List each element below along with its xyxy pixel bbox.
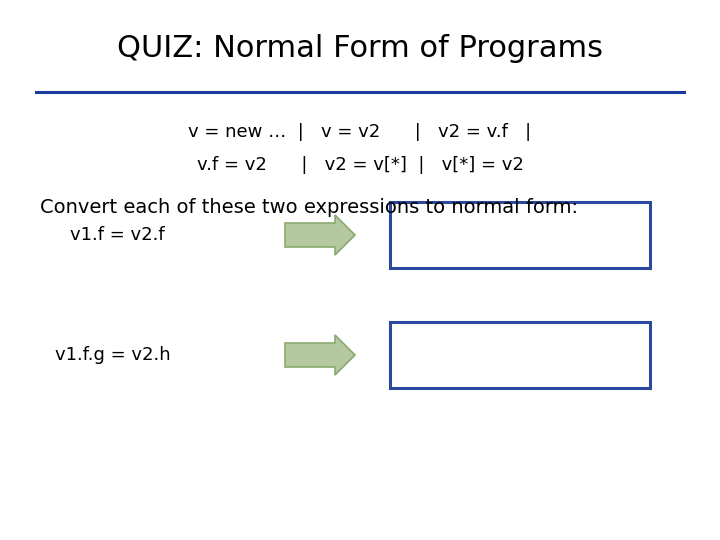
FancyArrow shape xyxy=(285,335,355,375)
FancyArrow shape xyxy=(285,215,355,255)
Text: v1.f.g = v2.h: v1.f.g = v2.h xyxy=(55,346,171,364)
Text: v.f = v2      |   v2 = v[*]  |   v[*] = v2: v.f = v2 | v2 = v[*] | v[*] = v2 xyxy=(197,156,523,174)
Text: v = new …  |   v = v2      |   v2 = v.f   |: v = new … | v = v2 | v2 = v.f | xyxy=(189,123,531,141)
Text: v1.f = v2.f: v1.f = v2.f xyxy=(70,226,165,244)
Text: QUIZ: Normal Form of Programs: QUIZ: Normal Form of Programs xyxy=(117,34,603,63)
FancyBboxPatch shape xyxy=(390,322,650,388)
Text: Convert each of these two expressions to normal form:: Convert each of these two expressions to… xyxy=(40,198,577,218)
FancyBboxPatch shape xyxy=(390,202,650,268)
